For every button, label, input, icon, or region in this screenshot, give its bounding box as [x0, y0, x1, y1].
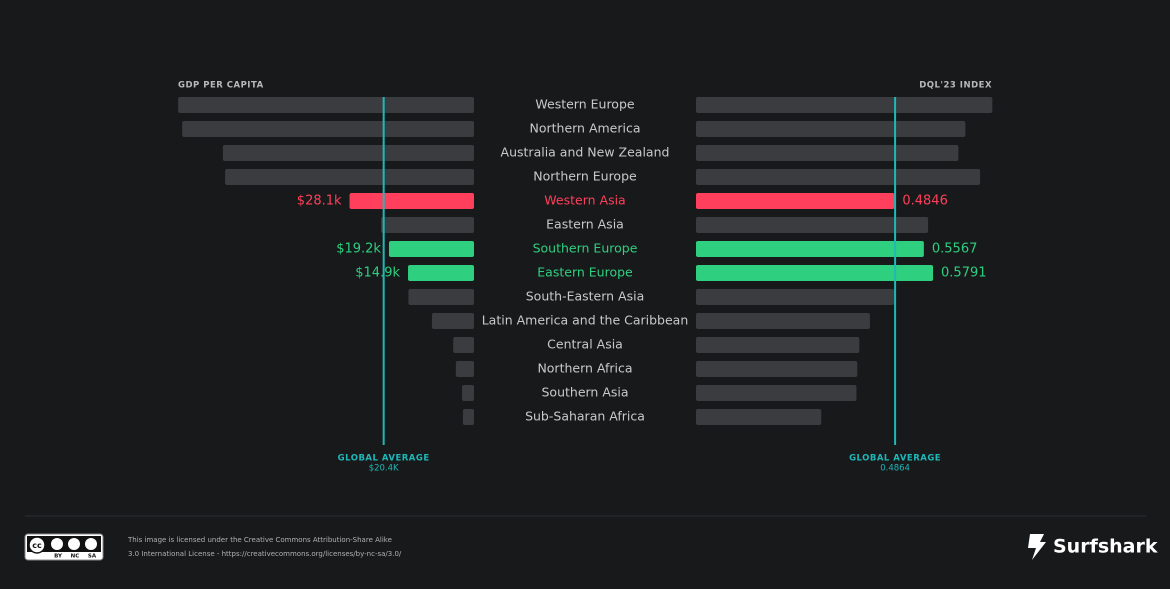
bar: [462, 409, 474, 425]
bar: [388, 241, 474, 257]
bar: [696, 313, 870, 329]
bar: [696, 265, 934, 281]
cc-badge-label: SA: [88, 554, 97, 560]
category-label: Southern Europe: [533, 241, 638, 256]
category-label: Northern Europe: [533, 169, 637, 184]
bar: [696, 241, 924, 257]
bar: [696, 193, 895, 209]
bar: [696, 289, 895, 305]
bar: [453, 337, 474, 353]
bar: [349, 193, 474, 209]
global-average-label: GLOBAL AVERAGE: [849, 454, 941, 464]
category-label: Western Europe: [535, 97, 635, 112]
axis-header: GDP PER CAPITA: [178, 81, 264, 91]
bar: [182, 121, 474, 137]
bar: [696, 361, 858, 377]
bar: [408, 289, 474, 305]
license-text: This image is licensed under the Creativ…: [127, 536, 392, 544]
global-average-value: $20.4K: [369, 464, 399, 474]
value-label: $14.9k: [355, 266, 400, 281]
bar: [696, 145, 959, 161]
brand-icon: [1028, 534, 1046, 560]
bar: [431, 313, 474, 329]
axis-header: DQL'23 INDEX: [919, 81, 992, 91]
category-label: South-Eastern Asia: [526, 289, 645, 304]
bar: [696, 337, 860, 353]
value-label: 0.4846: [902, 194, 948, 209]
category-label: Eastern Asia: [546, 217, 624, 232]
bar: [225, 169, 474, 185]
value-label: $19.2k: [336, 242, 381, 257]
global-average-label: GLOBAL AVERAGE: [338, 454, 430, 464]
value-label: $28.1k: [297, 194, 342, 209]
value-label: 0.5567: [932, 242, 978, 257]
cc-badge-label: BY: [54, 554, 63, 560]
bar: [178, 97, 474, 113]
category-label: Northern America: [529, 121, 640, 136]
category-label: Sub-Saharan Africa: [525, 409, 645, 424]
category-label: Central Asia: [547, 337, 623, 352]
bar: [381, 217, 474, 233]
svg-text:cc: cc: [32, 541, 42, 550]
cc-badge-label: NC: [71, 554, 80, 560]
category-label: Western Asia: [544, 193, 625, 208]
license-text: 3.0 International License - https://crea…: [128, 550, 402, 558]
bar: [408, 265, 474, 281]
brand-name: Surfshark: [1053, 536, 1158, 558]
value-label: 0.5791: [941, 266, 987, 281]
bar: [462, 385, 474, 401]
category-label: Latin America and the Caribbean: [482, 313, 689, 328]
bar: [696, 217, 929, 233]
bar: [222, 145, 474, 161]
category-label: Australia and New Zealand: [501, 145, 670, 160]
category-label: Eastern Europe: [537, 265, 633, 280]
bar: [696, 169, 981, 185]
global-average-value: 0.4864: [880, 464, 910, 474]
bar: [455, 361, 474, 377]
bar: [696, 409, 822, 425]
bar: [696, 121, 966, 137]
bar: [696, 385, 857, 401]
cc-logo: cc: [24, 533, 104, 561]
bar: [696, 97, 993, 113]
category-label: Northern Africa: [537, 361, 632, 376]
category-label: Southern Asia: [541, 385, 628, 400]
